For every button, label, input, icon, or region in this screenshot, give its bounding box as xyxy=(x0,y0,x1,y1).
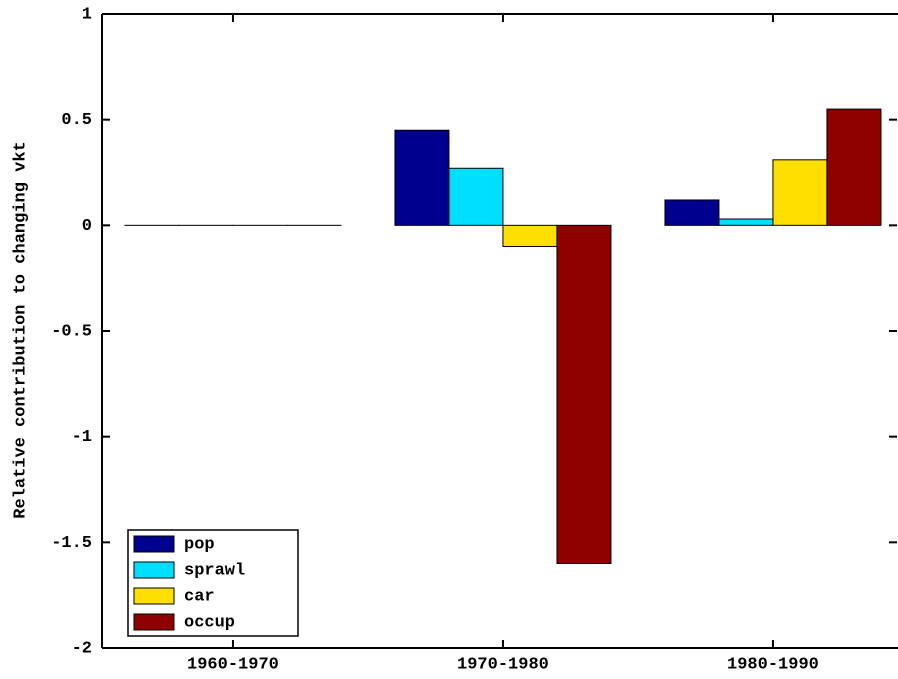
x-tick-label: 1970-1980 xyxy=(457,655,549,674)
y-tick-label: -1 xyxy=(72,428,92,447)
x-tick-label: 1960-1970 xyxy=(187,655,279,674)
bar xyxy=(664,199,720,226)
x-tick-label: 1980-1990 xyxy=(727,655,819,674)
bar xyxy=(502,224,558,247)
bar xyxy=(556,224,612,564)
bar xyxy=(826,108,882,226)
bar xyxy=(394,129,450,226)
y-tick-label: -0.5 xyxy=(51,322,92,341)
bar xyxy=(448,167,504,226)
bar xyxy=(772,159,828,226)
legend-swatch xyxy=(133,587,175,605)
y-tick-label: -2 xyxy=(72,639,92,658)
plot-area xyxy=(124,108,882,564)
legend-swatch xyxy=(133,561,175,579)
legend-swatch xyxy=(133,535,175,553)
legend-label: occup xyxy=(184,613,235,632)
y-tick-label: 1 xyxy=(82,5,92,24)
y-axis-label: Relative contribution to changing vkt xyxy=(11,141,30,518)
legend-swatch xyxy=(133,613,175,631)
y-tick-label: 0 xyxy=(82,217,92,236)
y-tick-label: 0.5 xyxy=(61,111,92,130)
legend-label: sprawl xyxy=(184,561,245,580)
legend-label: pop xyxy=(184,535,215,554)
y-tick-label: -1.5 xyxy=(51,534,92,553)
legend-label: car xyxy=(184,587,215,606)
bar xyxy=(718,218,774,226)
